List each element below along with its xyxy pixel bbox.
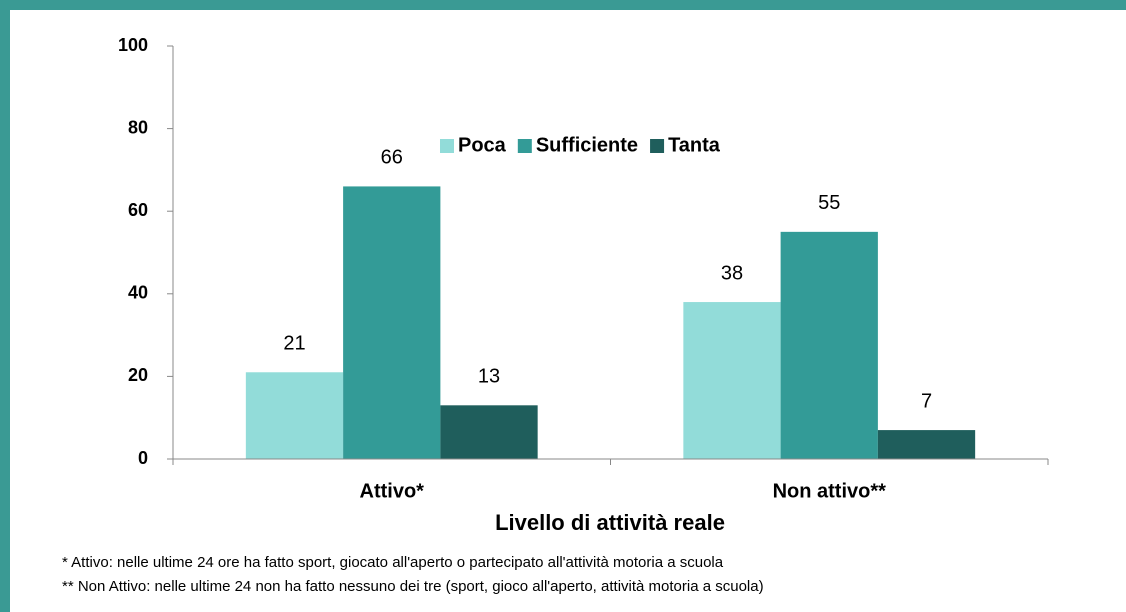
bar [877, 430, 976, 459]
y-tick-label: 60 [128, 200, 148, 220]
frame-top [0, 0, 1126, 10]
data-label: 13 [478, 366, 500, 388]
data-label: 55 [818, 192, 840, 214]
x-tick-label: Non attivo** [773, 480, 887, 502]
legend-swatch [517, 139, 532, 153]
frame-left [0, 0, 10, 612]
y-tick-label: 0 [138, 448, 148, 468]
bar [245, 372, 344, 459]
bar [780, 231, 878, 459]
x-tick-label: Attivo* [360, 480, 425, 502]
legend-label: Tanta [668, 134, 721, 156]
data-label: 66 [381, 147, 403, 169]
legend-label: Sufficiente [536, 134, 638, 156]
data-label: 7 [921, 390, 932, 412]
bar [440, 405, 538, 459]
legend-swatch [650, 139, 665, 153]
data-label: 21 [283, 333, 305, 355]
legend-swatch [440, 139, 454, 153]
y-tick-label: 100 [118, 35, 148, 55]
y-tick-label: 20 [128, 365, 148, 385]
footnote: ** Non Attivo: nelle ultime 24 non ha fa… [62, 578, 764, 595]
y-tick-label: 80 [128, 117, 148, 137]
bar [683, 302, 781, 459]
x-axis-title: Livello di attività reale [495, 510, 725, 535]
bar [343, 186, 441, 460]
data-label: 38 [721, 262, 743, 284]
footnote: * Attivo: nelle ultime 24 ore ha fatto s… [62, 554, 724, 571]
legend-label: Poca [458, 134, 507, 156]
y-tick-label: 40 [128, 283, 148, 303]
